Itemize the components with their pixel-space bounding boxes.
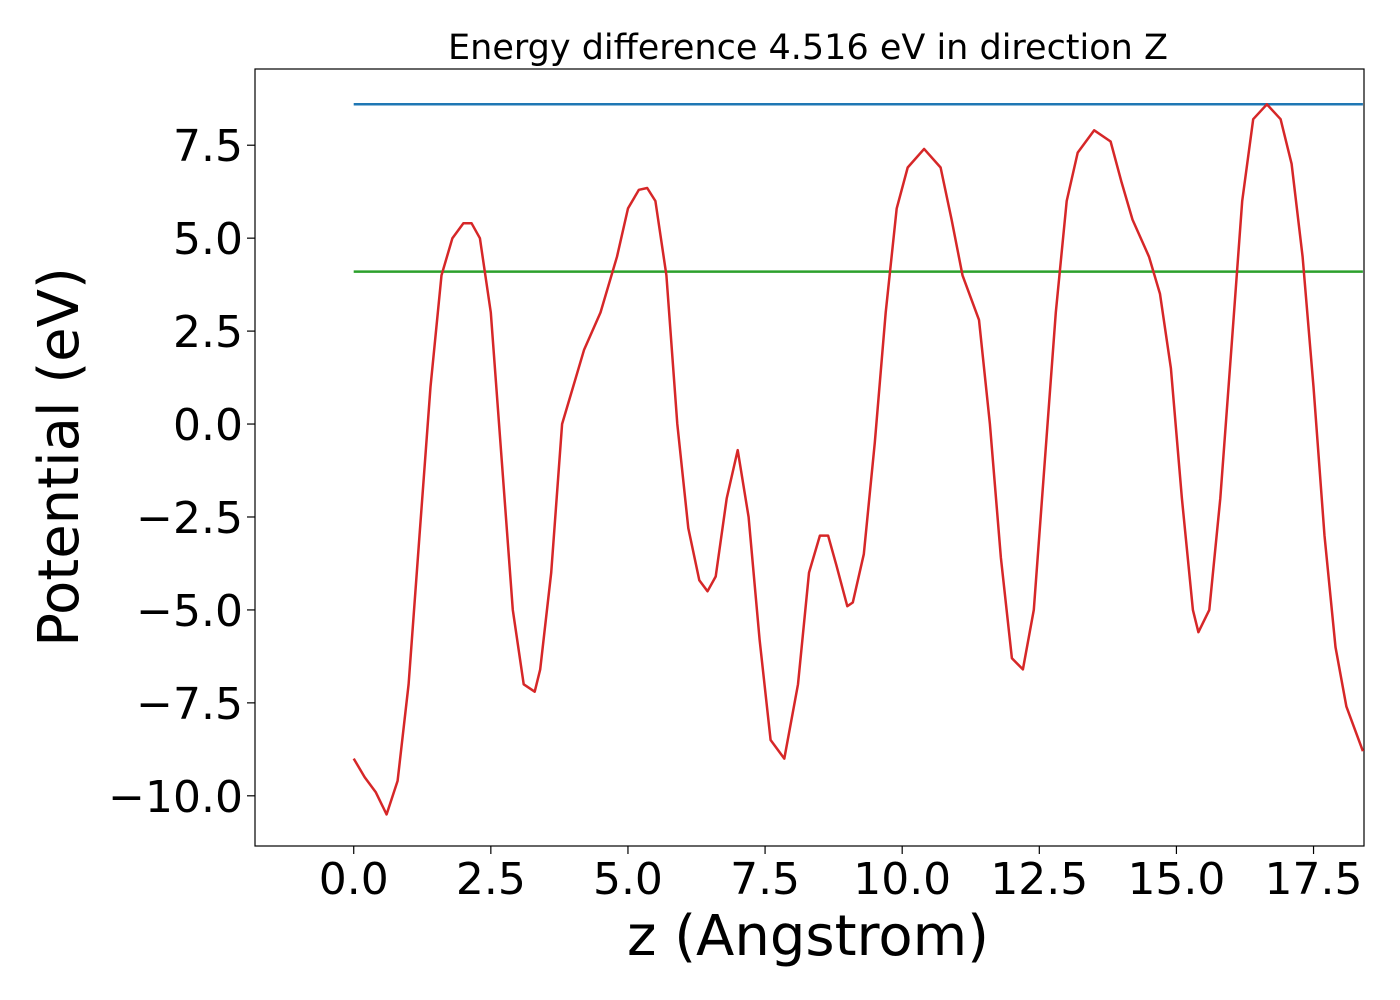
x-axis-label: z (Angstrom): [627, 904, 989, 969]
plot-frame: [254, 68, 1365, 847]
y-tick-label: −5.0: [136, 586, 243, 637]
y-tick-label: −10.0: [108, 772, 243, 823]
x-tick-label: 10.0: [853, 854, 951, 905]
series-layer: [352, 103, 1365, 816]
y-tick-label: 0.0: [173, 400, 243, 451]
y-tick-label: 5.0: [173, 214, 243, 265]
y-axis-ticks: 7.5 5.0 2.5 0.0 −2.5 −5.0 −7.5 −10.0: [108, 121, 255, 823]
x-tick-label: 5.0: [593, 854, 663, 905]
x-tick-label: 0.0: [319, 854, 389, 905]
potential-curve: [352, 103, 1365, 816]
y-axis-label: Potential (eV): [27, 267, 92, 647]
x-tick-label: 17.5: [1265, 854, 1363, 905]
y-tick-label: 2.5: [173, 307, 243, 358]
x-tick-label: 12.5: [990, 854, 1088, 905]
y-tick-label: −7.5: [136, 679, 243, 730]
chart-title: Energy difference 4.516 eV in direction …: [448, 28, 1168, 68]
x-tick-label: 7.5: [730, 854, 800, 905]
x-tick-label: 15.0: [1127, 854, 1225, 905]
y-tick-label: −2.5: [136, 493, 243, 544]
x-tick-label: 2.5: [456, 854, 526, 905]
y-tick-label: 7.5: [173, 121, 243, 172]
x-axis-ticks: 0.0 2.5 5.0 7.5 10.0 12.5 15.0 17.5: [319, 846, 1363, 905]
